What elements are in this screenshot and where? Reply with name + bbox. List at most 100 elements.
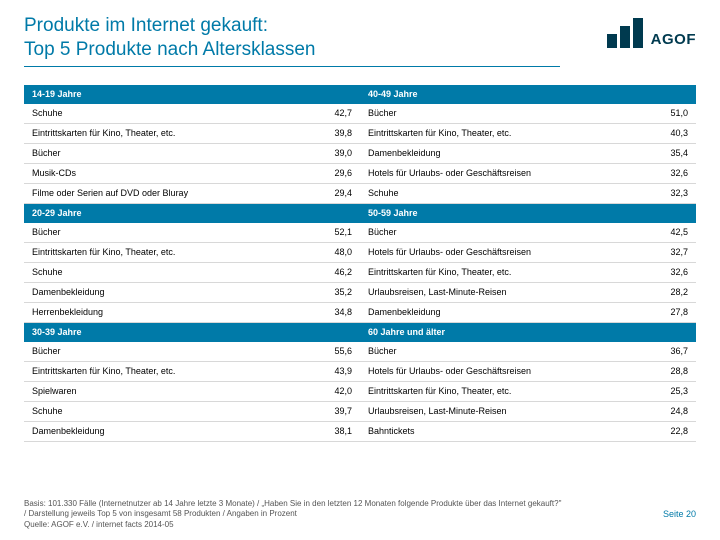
table-row: Damenbekleidung38,1Bahntickets22,8 [24,421,696,441]
product-value: 29,4 [286,183,360,203]
product-value: 46,2 [286,262,360,282]
product-label: Eintrittskarten für Kino, Theater, etc. [360,381,622,401]
product-label: Schuhe [24,262,286,282]
product-label: Damenbekleidung [360,302,622,322]
product-value: 36,7 [622,342,696,362]
product-label: Herrenbekleidung [24,302,286,322]
product-label: Hotels für Urlaubs- oder Geschäftsreisen [360,242,622,262]
product-value: 32,7 [622,242,696,262]
basis-text: Basis: 101.330 Fälle (Internetnutzer ab … [24,499,561,518]
logo-bar [633,18,643,48]
product-value: 38,1 [286,421,360,441]
table-row: Musik-CDs29,6Hotels für Urlaubs- oder Ge… [24,163,696,183]
product-value: 39,8 [286,123,360,143]
product-label: Damenbekleidung [24,282,286,302]
table-row: Damenbekleidung35,2Urlaubsreisen, Last-M… [24,282,696,302]
table-row: Schuhe46,2Eintrittskarten für Kino, Thea… [24,262,696,282]
product-label: Urlaubsreisen, Last-Minute-Reisen [360,282,622,302]
table-row: Eintrittskarten für Kino, Theater, etc.4… [24,361,696,381]
title-line1: Produkte im Internet gekauft: [24,15,268,36]
table-row: Schuhe39,7Urlaubsreisen, Last-Minute-Rei… [24,401,696,421]
product-value: 32,3 [622,183,696,203]
product-label: Bücher [360,342,622,362]
source-text: Quelle: AGOF e.V. / internet facts 2014-… [24,520,174,529]
product-value: 32,6 [622,163,696,183]
product-value: 42,0 [286,381,360,401]
title-block: Produkte im Internet gekauft: Top 5 Prod… [24,14,607,67]
product-label: Bücher [360,104,622,124]
product-value: 32,6 [622,262,696,282]
product-value: 55,6 [286,342,360,362]
title-line2: Top 5 Produkte nach Altersklassen [24,39,316,60]
age-group-header: 40-49 Jahre [360,85,696,104]
product-label: Bahntickets [360,421,622,441]
product-value: 48,0 [286,242,360,262]
table-row: Eintrittskarten für Kino, Theater, etc.4… [24,242,696,262]
product-value: 43,9 [286,361,360,381]
age-group-header: 60 Jahre und älter [360,322,696,342]
agof-logo: AGOF [607,18,696,48]
product-value: 51,0 [622,104,696,124]
product-label: Hotels für Urlaubs- oder Geschäftsreisen [360,163,622,183]
product-value: 28,8 [622,361,696,381]
age-group-header: 30-39 Jahre [24,322,360,342]
product-value: 39,7 [286,401,360,421]
product-value: 42,7 [286,104,360,124]
product-label: Bücher [24,342,286,362]
product-value: 28,2 [622,282,696,302]
product-label: Schuhe [24,401,286,421]
product-label: Damenbekleidung [24,421,286,441]
product-value: 34,8 [286,302,360,322]
page-number: Seite 20 [663,509,696,521]
table-header-row: 14-19 Jahre40-49 Jahre [24,85,696,104]
product-label: Bücher [24,143,286,163]
product-value: 29,6 [286,163,360,183]
logo-bar [620,26,630,48]
table-row: Eintrittskarten für Kino, Theater, etc.3… [24,123,696,143]
data-tables: 14-19 Jahre40-49 JahreSchuhe42,7Bücher51… [0,71,720,442]
footer-basis: Basis: 101.330 Fälle (Internetnutzer ab … [24,499,562,530]
product-value: 35,2 [286,282,360,302]
product-label: Eintrittskarten für Kino, Theater, etc. [360,262,622,282]
product-label: Eintrittskarten für Kino, Theater, etc. [24,123,286,143]
product-label: Damenbekleidung [360,143,622,163]
product-label: Bücher [360,223,622,243]
product-value: 27,8 [622,302,696,322]
table-row: Bücher39,0Damenbekleidung35,4 [24,143,696,163]
product-label: Schuhe [360,183,622,203]
product-value: 24,8 [622,401,696,421]
product-value: 35,4 [622,143,696,163]
product-value: 25,3 [622,381,696,401]
age-group-header: 50-59 Jahre [360,203,696,223]
product-label: Schuhe [24,104,286,124]
product-label: Bücher [24,223,286,243]
page-title: Produkte im Internet gekauft: Top 5 Prod… [24,14,560,67]
table-row: Bücher52,1Bücher42,5 [24,223,696,243]
product-label: Eintrittskarten für Kino, Theater, etc. [24,242,286,262]
product-value: 42,5 [622,223,696,243]
product-value: 22,8 [622,421,696,441]
product-label: Musik-CDs [24,163,286,183]
logo-bars-icon [607,18,643,48]
table-row: Herrenbekleidung34,8Damenbekleidung27,8 [24,302,696,322]
footer: Basis: 101.330 Fälle (Internetnutzer ab … [24,499,696,530]
product-label: Spielwaren [24,381,286,401]
product-label: Eintrittskarten für Kino, Theater, etc. [360,123,622,143]
table-header-row: 20-29 Jahre50-59 Jahre [24,203,696,223]
age-group-header: 20-29 Jahre [24,203,360,223]
logo-text: AGOF [651,31,696,48]
product-value: 39,0 [286,143,360,163]
product-label: Filme oder Serien auf DVD oder Bluray [24,183,286,203]
table-row: Schuhe42,7Bücher51,0 [24,104,696,124]
table-row: Filme oder Serien auf DVD oder Bluray29,… [24,183,696,203]
table-row: Spielwaren42,0Eintrittskarten für Kino, … [24,381,696,401]
logo-bar [607,34,617,48]
product-value: 40,3 [622,123,696,143]
table-row: Bücher55,6Bücher36,7 [24,342,696,362]
product-label: Hotels für Urlaubs- oder Geschäftsreisen [360,361,622,381]
product-label: Urlaubsreisen, Last-Minute-Reisen [360,401,622,421]
table-header-row: 30-39 Jahre60 Jahre und älter [24,322,696,342]
age-group-header: 14-19 Jahre [24,85,360,104]
product-label: Eintrittskarten für Kino, Theater, etc. [24,361,286,381]
product-value: 52,1 [286,223,360,243]
